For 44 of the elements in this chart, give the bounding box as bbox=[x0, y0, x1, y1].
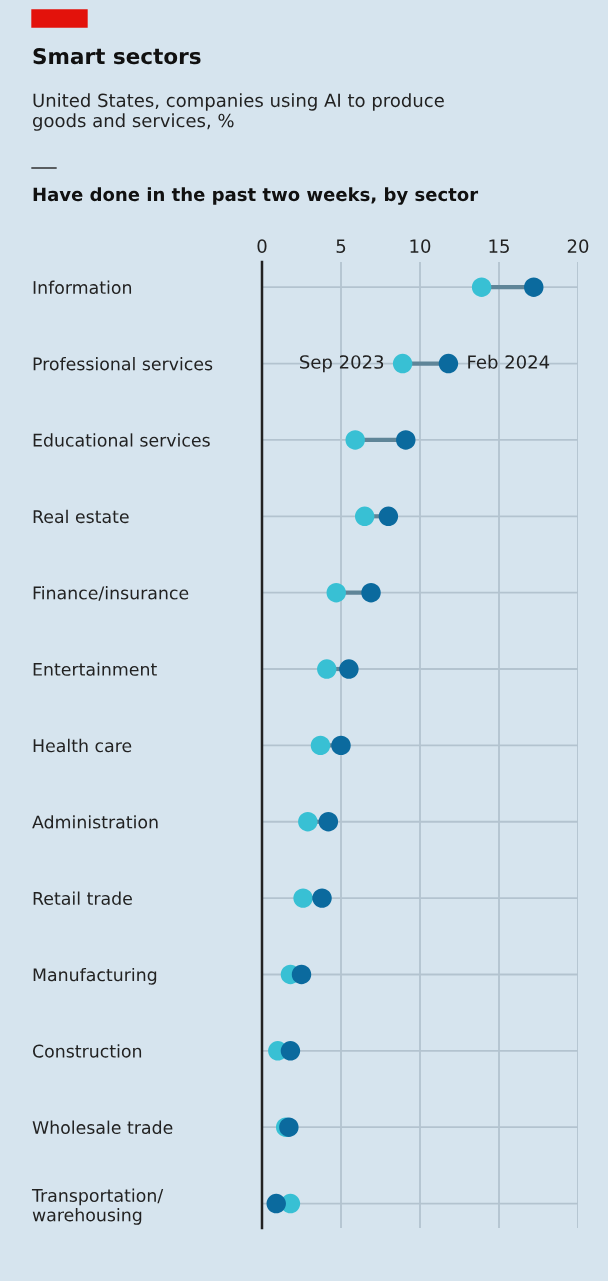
point bbox=[471, 277, 492, 297]
y-tick-label: Finance/insurance bbox=[33, 586, 189, 601]
y-tick-label: Real estate bbox=[33, 509, 129, 524]
point bbox=[298, 812, 318, 832]
point bbox=[312, 888, 332, 908]
x-tick-label: 15 bbox=[489, 239, 509, 253]
y-tick-label: Manufacturing bbox=[33, 967, 157, 985]
point bbox=[310, 735, 331, 756]
point bbox=[331, 735, 351, 756]
x-tick-label: 0 bbox=[257, 239, 267, 253]
point bbox=[345, 430, 365, 450]
y-tick-label: Retail trade bbox=[33, 891, 132, 905]
point bbox=[291, 964, 312, 985]
y-tick-label: Health care bbox=[33, 738, 132, 753]
point bbox=[361, 582, 381, 603]
y-tick-label: Wholesale trade bbox=[32, 1120, 173, 1135]
chart-subtitle: United States, companies using AI to produce goods and services, % bbox=[33, 93, 444, 131]
point bbox=[354, 506, 375, 527]
point bbox=[266, 1193, 286, 1214]
point bbox=[392, 353, 413, 374]
point bbox=[326, 582, 346, 603]
y-tick-label: Professional services bbox=[33, 356, 213, 371]
point bbox=[339, 659, 359, 679]
y-tick-label: Construction bbox=[32, 1044, 142, 1058]
x-tick-label: 5 bbox=[336, 239, 346, 253]
y-tick-label: Entertainment bbox=[33, 662, 157, 676]
point bbox=[438, 353, 459, 374]
chart-title: Smart sectors bbox=[33, 47, 201, 65]
series-label: Sep 2023 bbox=[300, 355, 384, 373]
y-tick-label: Information bbox=[33, 280, 132, 295]
x-tick-label: 20 bbox=[567, 239, 589, 253]
y-tick-label: Educational services bbox=[33, 433, 210, 447]
series-label: Feb 2024 bbox=[468, 354, 550, 369]
point bbox=[378, 506, 399, 527]
point bbox=[396, 430, 416, 450]
point bbox=[293, 888, 313, 908]
text: Have done in the past two weeks, by sector bbox=[33, 187, 479, 205]
point bbox=[280, 1041, 301, 1061]
point bbox=[317, 659, 337, 679]
point bbox=[318, 812, 339, 832]
x-tick-label: 10 bbox=[410, 239, 431, 253]
y-tick-label: Administration bbox=[32, 815, 158, 829]
point bbox=[524, 277, 544, 297]
y-tick-label: Transportation/ warehousing bbox=[31, 1188, 164, 1225]
